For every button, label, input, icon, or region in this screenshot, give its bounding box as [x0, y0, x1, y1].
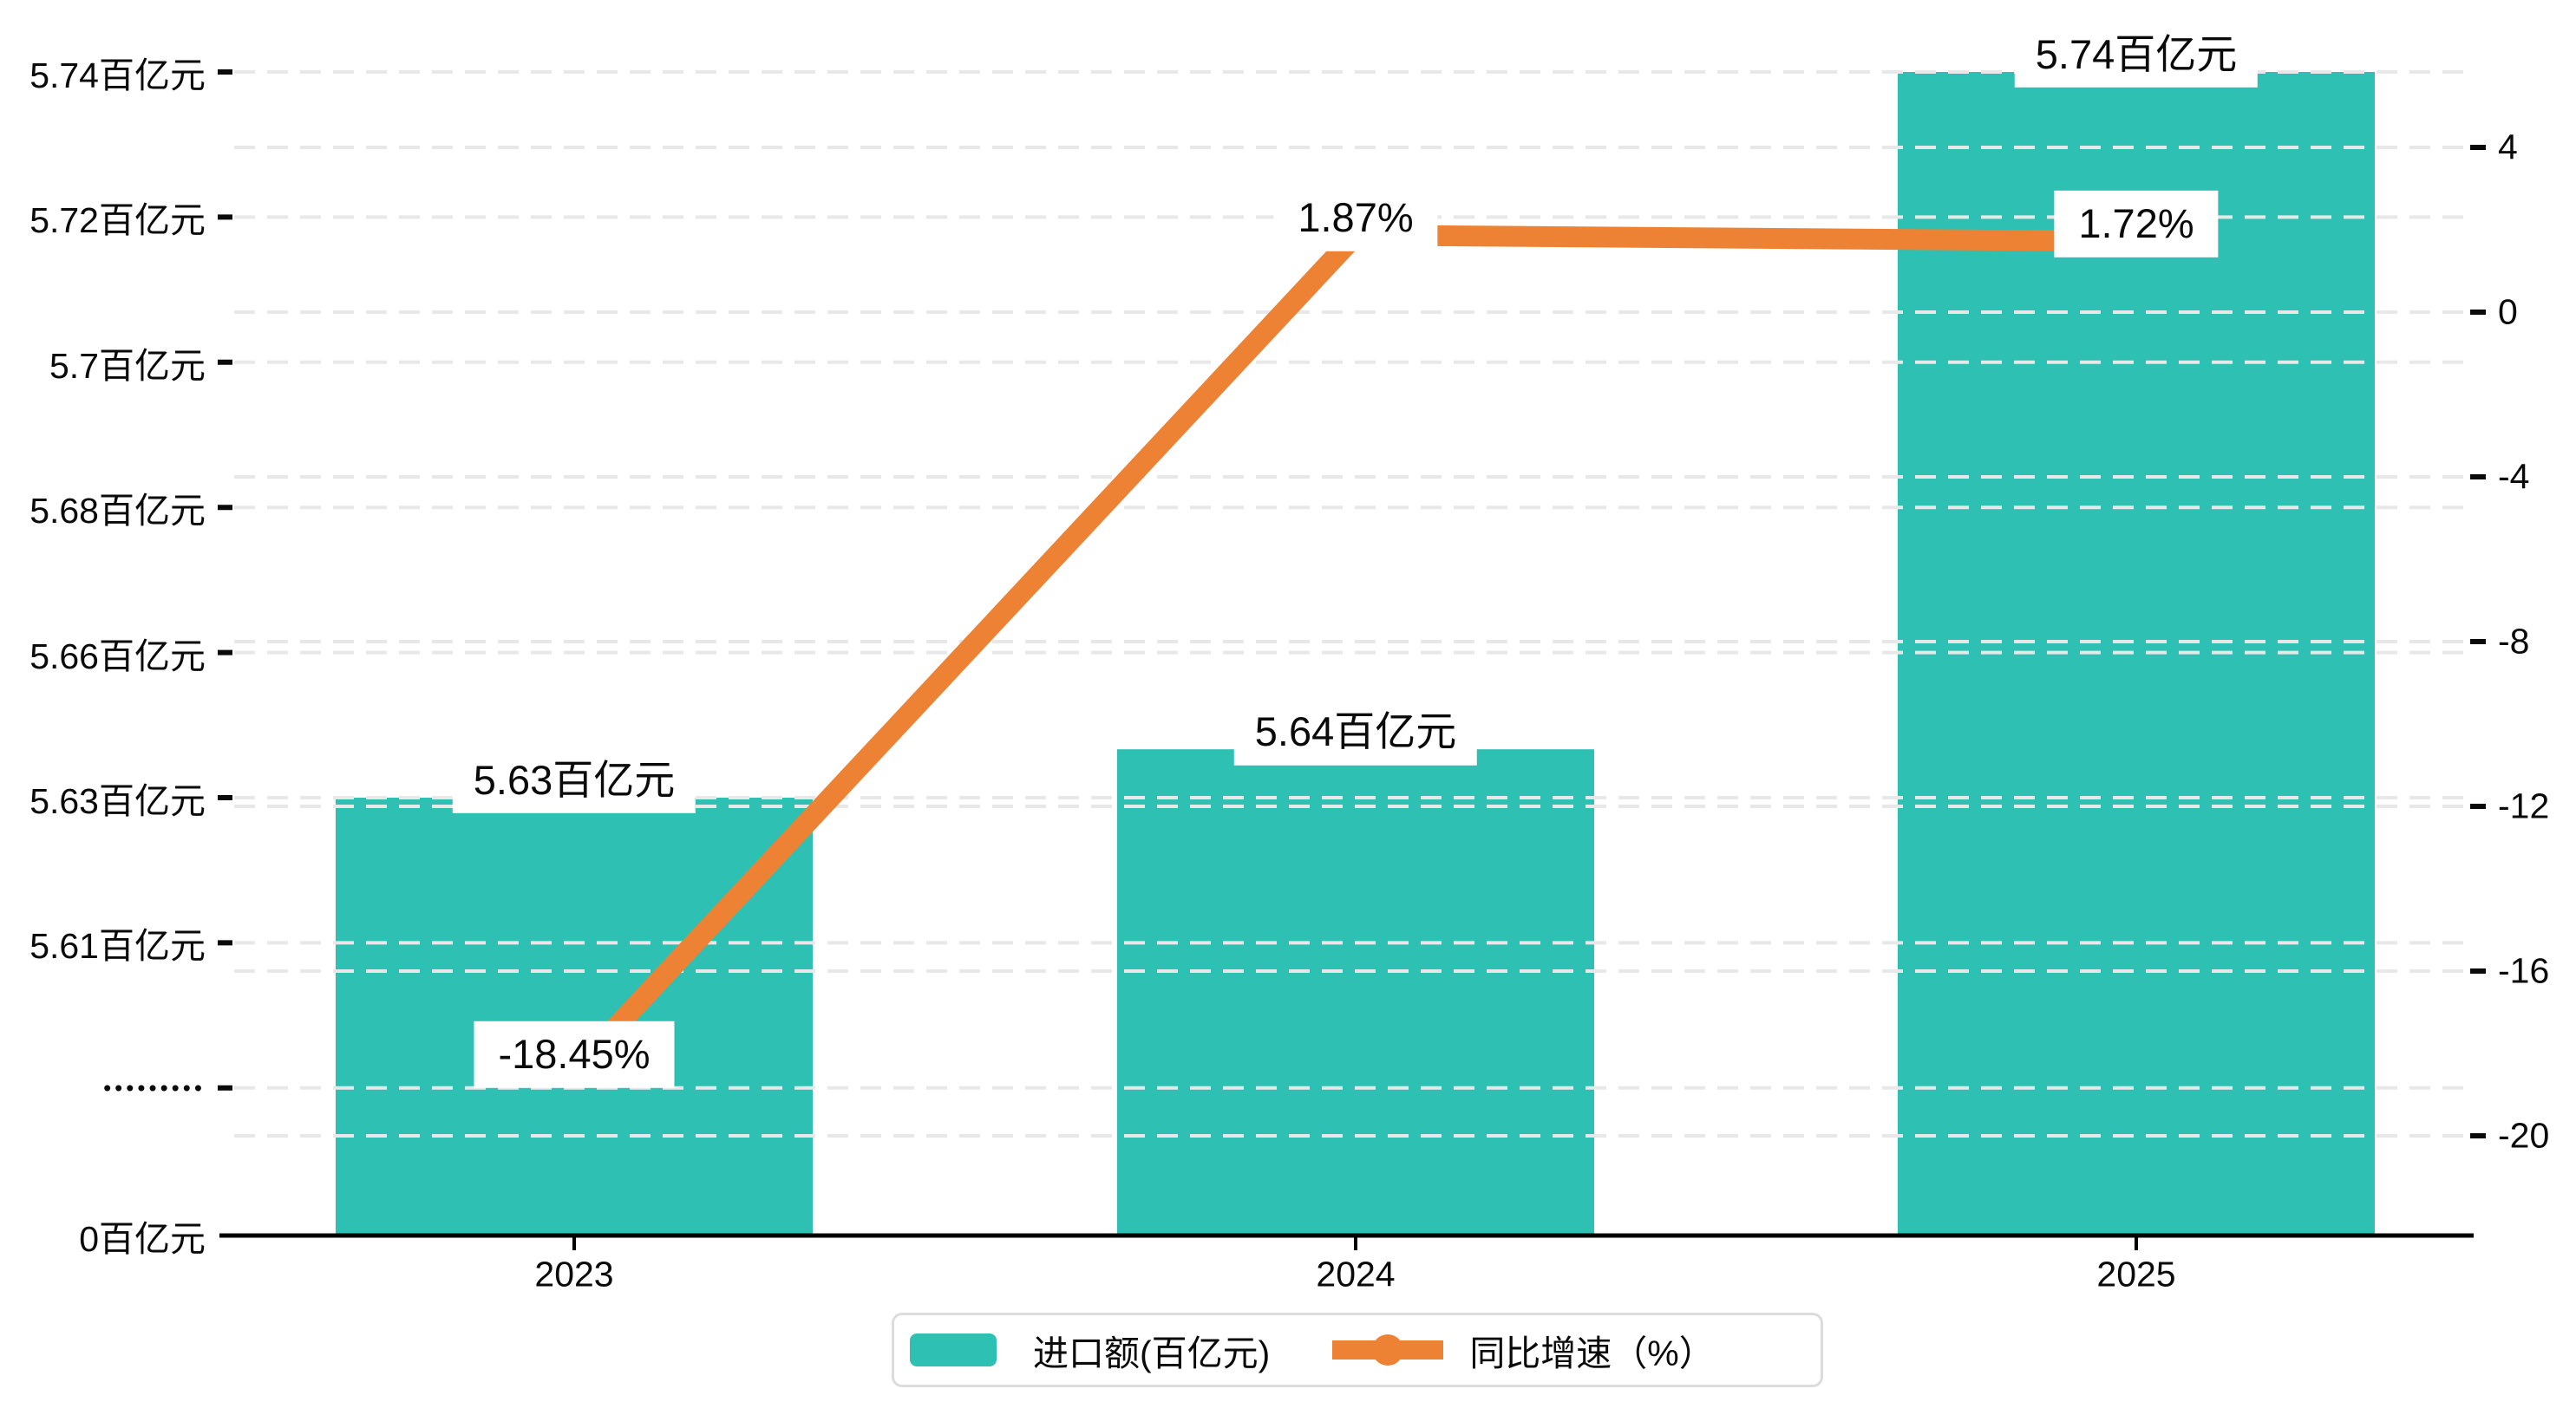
right-axis-tick-label: -20	[2498, 1115, 2550, 1156]
x-axis-label-2023: 2023	[534, 1254, 614, 1294]
right-axis-tick-label: -12	[2498, 786, 2550, 826]
left-axis-tick-label: 5.61百亿元	[29, 926, 206, 967]
legend-item-growth-rate[interactable]: 同比增速（%）	[1332, 1324, 1715, 1376]
left-axis-tick-label: 5.66百亿元	[29, 636, 206, 676]
line-value-label-2023: -18.45%	[474, 1021, 675, 1088]
line-series-marker-icon	[1332, 1333, 1444, 1367]
legend-label-growth-rate: 同比增速（%）	[1469, 1333, 1715, 1373]
line-value-label-2024: 1.87%	[1273, 184, 1438, 251]
legend: 进口额(百亿元) 同比增速（%）	[892, 1313, 1823, 1387]
x-axis-label-2025: 2025	[2096, 1254, 2176, 1294]
right-axis-tick-label: -8	[2498, 621, 2530, 662]
line-value-label-2025: 1.72%	[2054, 191, 2219, 258]
right-axis-tick-label: -4	[2498, 456, 2530, 497]
right-axis-tick-label: 4	[2498, 127, 2518, 167]
x-axis-label-2024: 2024	[1316, 1254, 1396, 1294]
left-axis-tick-label: 5.74百亿元	[29, 55, 206, 95]
left-axis-tick-label: 5.7百亿元	[49, 345, 206, 386]
left-axis-tick-label: 5.72百亿元	[29, 200, 206, 241]
bar-series-swatch-icon	[910, 1333, 997, 1366]
bar-value-label-2025: 5.74百亿元	[2014, 21, 2259, 88]
right-axis-tick-label: 0	[2498, 291, 2518, 332]
axis-break-dots: •••••••••	[103, 1074, 206, 1101]
bar-value-label-2023: 5.63百亿元	[452, 747, 696, 814]
bar-value-label-2024: 5.64百亿元	[1233, 698, 1478, 766]
left-axis-tick-label: 5.63百亿元	[29, 781, 206, 821]
left-axis-tick-label: 5.68百亿元	[29, 491, 206, 531]
legend-item-import-value[interactable]: 进口额(百亿元)	[910, 1324, 1270, 1376]
legend-label-import-value: 进口额(百亿元)	[1033, 1333, 1271, 1373]
left-axis-zero-label: 0百亿元	[79, 1219, 206, 1259]
right-axis-tick-label: -16	[2498, 950, 2550, 991]
